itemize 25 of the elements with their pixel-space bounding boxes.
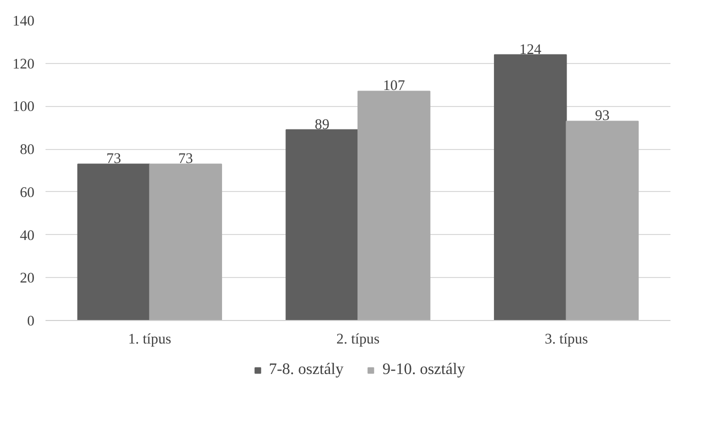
data-label: 73 <box>178 151 193 168</box>
y-tick-label: 80 <box>20 142 34 158</box>
y-tick-label: 100 <box>12 99 34 116</box>
y-tick-label: 40 <box>20 228 34 244</box>
bar <box>286 129 358 320</box>
bar <box>566 120 639 320</box>
bar <box>358 90 430 320</box>
data-label: 89 <box>314 116 330 133</box>
y-tick-label: 0 <box>27 314 34 330</box>
data-label: 93 <box>594 108 610 124</box>
legend-label: 9-10. osztály <box>382 361 466 379</box>
x-tick-label: 3. típus <box>544 332 588 348</box>
y-tick-label: 120 <box>12 56 34 72</box>
data-label: 73 <box>106 151 122 168</box>
y-tick-label: 60 <box>20 184 34 201</box>
y-tick-label: 140 <box>12 14 34 30</box>
bar <box>149 164 222 320</box>
legend-label: 7-8. osztály <box>268 361 344 379</box>
data-label: 124 <box>519 42 542 58</box>
x-tick-label: 1. típus <box>128 332 172 348</box>
data-label: 107 <box>382 78 405 94</box>
x-tick-label: 2. típus <box>336 332 380 348</box>
bar <box>494 54 567 320</box>
bar <box>77 164 150 320</box>
y-tick-label: 20 <box>20 270 34 287</box>
